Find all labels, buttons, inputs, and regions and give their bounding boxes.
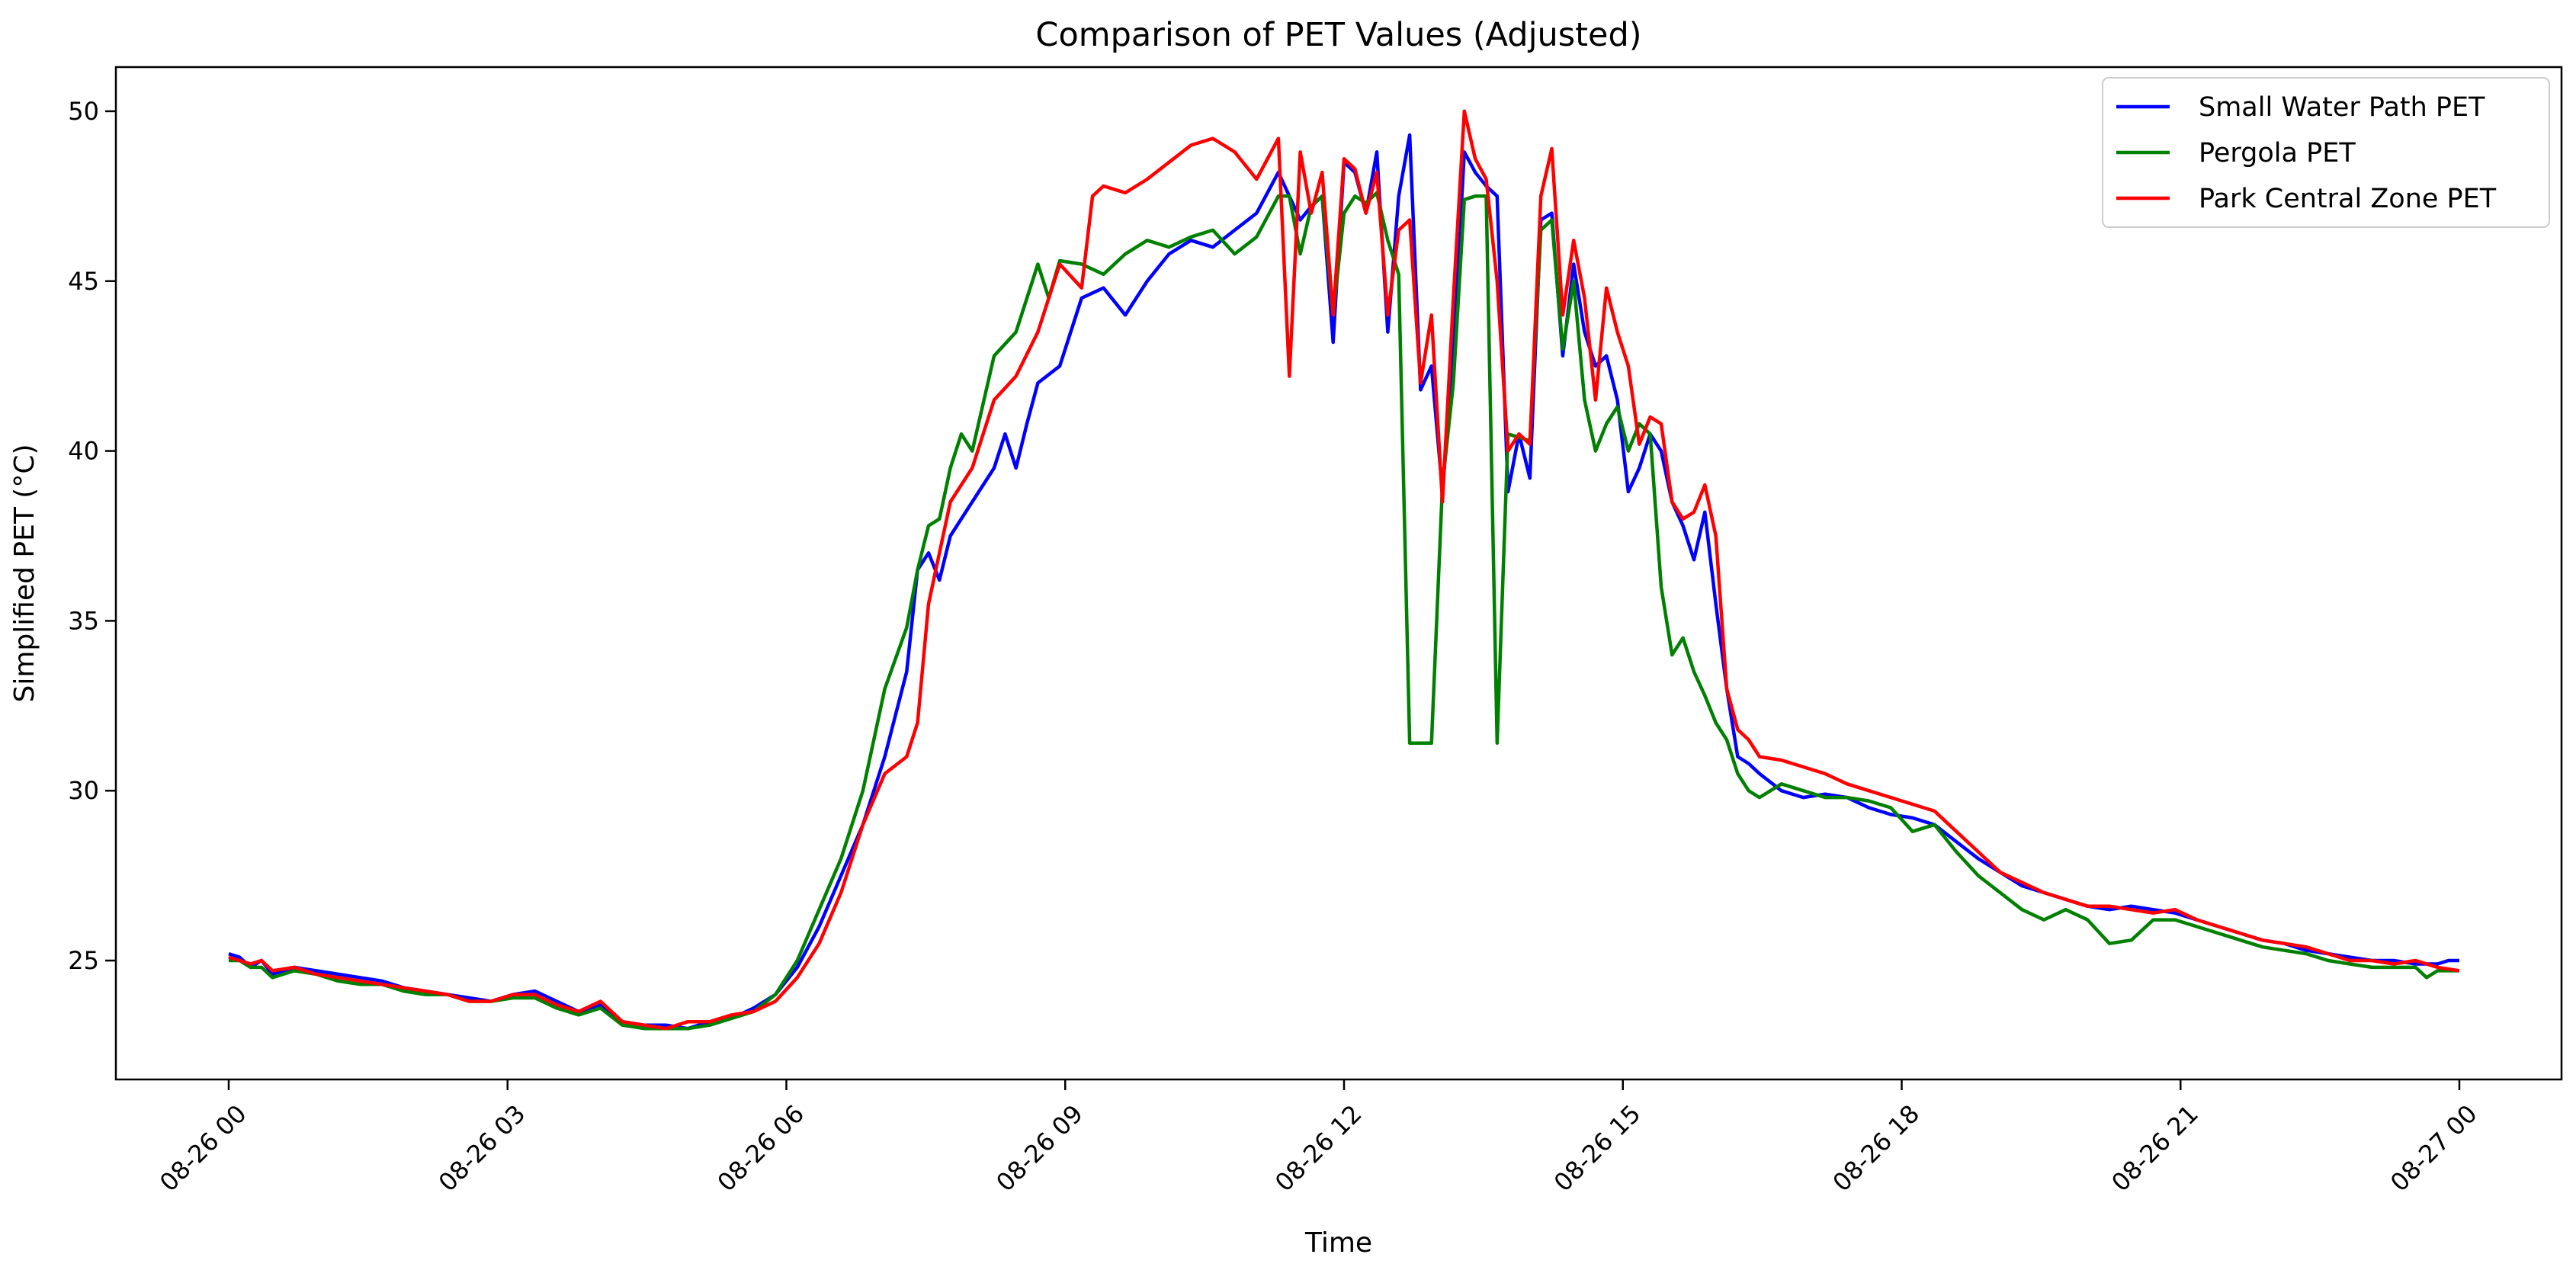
legend-box	[2102, 77, 2550, 228]
plot-area	[114, 66, 2563, 1081]
plot-frame	[114, 66, 2563, 1081]
y-tick-label: 40	[68, 437, 99, 466]
legend-label-1: Small Water Path PET	[2199, 92, 2485, 123]
y-tick-label: 50	[68, 97, 99, 126]
y-tick-label: 25	[68, 946, 99, 975]
y-axis-label: Simplified PET (°C)	[9, 444, 40, 702]
series-layer	[228, 109, 2460, 1031]
y-tick-label: 35	[68, 606, 99, 635]
legend: Small Water Path PET Pergola PET Park Cent…	[2102, 77, 2550, 228]
y-tick-label: 30	[68, 776, 99, 805]
y-axis: 25 30 35 40 45 50	[68, 97, 116, 975]
chart-title: Comparison of PET Values (Adjusted)	[1035, 16, 1641, 54]
legend-label-3: Park Central Zone PET	[2199, 184, 2497, 214]
legend-label-2: Pergola PET	[2199, 138, 2356, 168]
series-line-3	[228, 109, 2460, 1031]
x-axis-label: Time	[1304, 1227, 1372, 1259]
y-tick-label: 45	[68, 267, 99, 296]
